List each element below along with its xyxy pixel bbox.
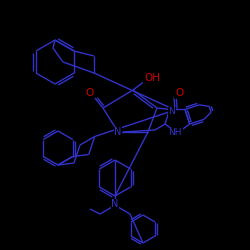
Text: N: N (168, 107, 175, 116)
Text: OH: OH (144, 73, 160, 83)
Text: O: O (85, 88, 93, 98)
Text: O: O (175, 88, 183, 98)
Text: N: N (114, 127, 122, 137)
Text: NH: NH (168, 128, 182, 138)
Text: N: N (111, 199, 119, 209)
